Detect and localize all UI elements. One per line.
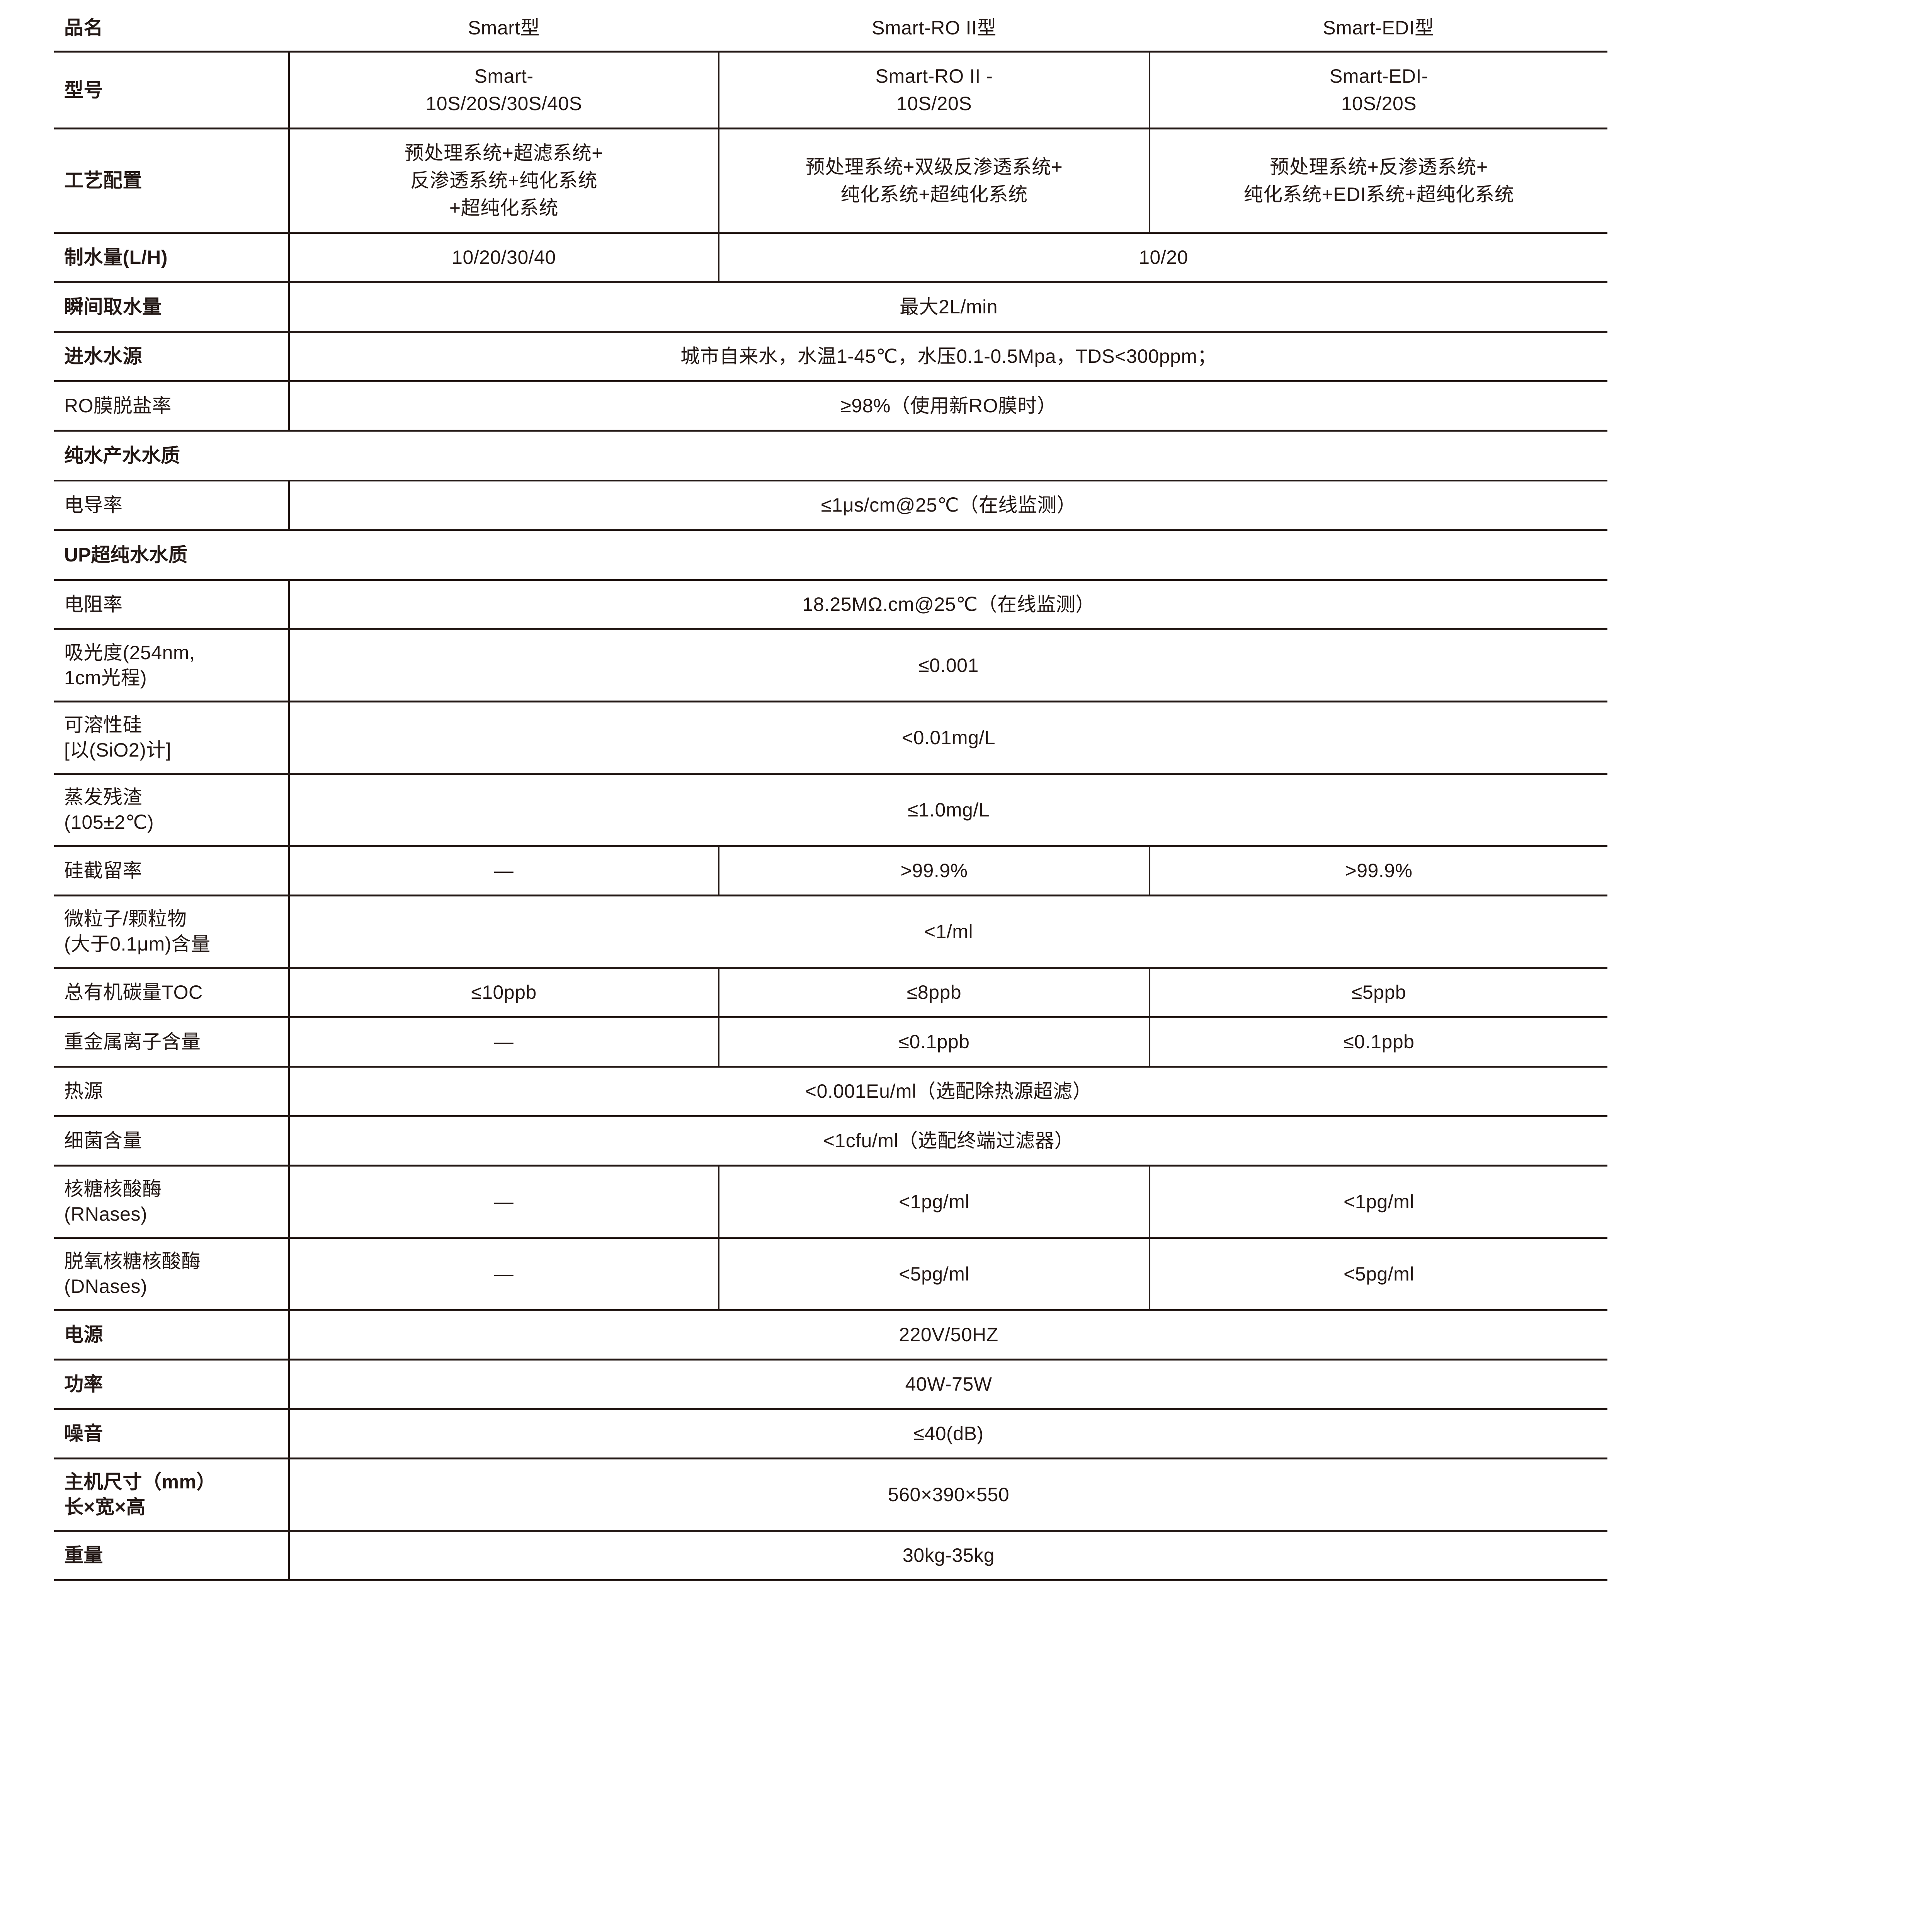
row-value-all: 30kg-35kg: [289, 1531, 1607, 1581]
table-row: 工艺配置 预处理系统+超滤系统+ 反渗透系统+纯化系统 +超纯化系统 预处理系统+双级反…: [54, 128, 1607, 234]
table-row: 微粒子/颗粒物 (大于0.1μm)含量 <1/ml: [54, 895, 1607, 969]
row-value-3: ≤5ppb: [1150, 968, 1607, 1018]
row-value-2: ≤8ppb: [719, 968, 1150, 1018]
table-row: 功率 40W-75W: [54, 1359, 1607, 1410]
row-value-all: ≤1.0mg/L: [289, 774, 1607, 847]
row-label: 工艺配置: [54, 128, 290, 234]
table-row: 电阻率 18.25MΩ.cm@25℃（在线监测）: [54, 580, 1607, 630]
row-value-1: 10/20/30/40: [289, 233, 719, 283]
section-heading: UP超纯水水质: [54, 530, 1607, 581]
row-label: 主机尺寸（mm） 长×宽×高: [54, 1458, 290, 1532]
row-label: 总有机碳量TOC: [54, 968, 290, 1018]
table-row: 重量 30kg-35kg: [54, 1531, 1607, 1581]
row-label: 微粒子/颗粒物 (大于0.1μm)含量: [54, 895, 290, 969]
row-label: 电阻率: [54, 580, 290, 630]
table-row: 主机尺寸（mm） 长×宽×高 560×390×550: [54, 1458, 1607, 1532]
row-label: RO膜脱盐率: [54, 381, 290, 432]
row-value-2-3: 10/20: [719, 233, 1607, 283]
table-row: 硅截留率 — >99.9% >99.9%: [54, 846, 1607, 896]
section-heading-row: UP超纯水水质: [54, 530, 1607, 581]
row-label: 瞬间取水量: [54, 282, 290, 333]
row-value-all: <1cfu/ml（选配终端过滤器）: [289, 1116, 1607, 1167]
row-label: 型号: [54, 51, 290, 129]
row-value-1: ≤10ppb: [289, 968, 719, 1018]
table-row: 电源 220V/50HZ: [54, 1310, 1607, 1361]
row-value-all: <1/ml: [289, 895, 1607, 969]
row-value-1: Smart- 10S/20S/30S/40S: [289, 51, 719, 129]
specification-table: 品名 Smart型 Smart-RO II型 Smart-EDI型 型号 Smart- 10…: [54, 5, 1607, 1581]
row-value-all: 18.25MΩ.cm@25℃（在线监测）: [289, 580, 1607, 630]
row-value-all: ≤40(dB): [289, 1409, 1607, 1459]
row-label: 制水量(L/H): [54, 233, 290, 283]
row-value-all: <0.01mg/L: [289, 701, 1607, 775]
row-value-all: 40W-75W: [289, 1359, 1607, 1410]
row-value-3: >99.9%: [1150, 846, 1607, 896]
row-value-2: Smart-RO II -10S/20S: [719, 51, 1150, 129]
row-label: 噪音: [54, 1409, 290, 1459]
row-value-all: ≤0.001: [289, 629, 1607, 702]
row-label: 可溶性硅 [以(SiO2)计]: [54, 701, 290, 775]
row-value-1: —: [289, 1165, 719, 1239]
table-row: 核糖核酸酶 (RNases) — <1pg/ml <1pg/ml: [54, 1165, 1607, 1239]
table-row: 电导率 ≤1μs/cm@25℃（在线监测）: [54, 481, 1607, 531]
table-row: RO膜脱盐率 ≥98%（使用新RO膜时）: [54, 381, 1607, 432]
row-value-all: 最大2L/min: [289, 282, 1607, 333]
column-header-2: Smart-RO II型: [719, 5, 1150, 53]
row-label: 脱氧核糖核酸酶 (DNases): [54, 1238, 290, 1311]
row-label: 核糖核酸酶 (RNases): [54, 1165, 290, 1239]
row-value-all: ≤1μs/cm@25℃（在线监测）: [289, 481, 1607, 531]
column-header-label: 品名: [54, 5, 289, 53]
row-value-2: <5pg/ml: [719, 1238, 1150, 1311]
table-row: 蒸发残渣 (105±2℃) ≤1.0mg/L: [54, 774, 1607, 847]
row-value-1: —: [289, 1238, 719, 1311]
row-value-3: ≤0.1ppb: [1150, 1017, 1607, 1068]
table-row: 吸光度(254nm, 1cm光程) ≤0.001: [54, 629, 1607, 702]
row-value-all: <0.001Eu/ml（选配除热源超滤）: [289, 1066, 1607, 1117]
section-heading: 纯水产水水质: [54, 430, 1607, 481]
row-label: 电导率: [54, 481, 290, 531]
row-label: 细菌含量: [54, 1116, 290, 1167]
row-label: 蒸发残渣 (105±2℃): [54, 774, 290, 847]
row-value-2: >99.9%: [719, 846, 1150, 896]
row-label: 重量: [54, 1531, 290, 1581]
table-row: 重金属离子含量 — ≤0.1ppb ≤0.1ppb: [54, 1017, 1607, 1068]
table-row: 型号 Smart- 10S/20S/30S/40S Smart-RO II -10S/…: [54, 51, 1607, 129]
row-label: 吸光度(254nm, 1cm光程): [54, 629, 290, 702]
column-header-1: Smart型: [289, 5, 719, 53]
table-row: 脱氧核糖核酸酶 (DNases) — <5pg/ml <5pg/ml: [54, 1238, 1607, 1311]
row-label: 功率: [54, 1359, 290, 1410]
row-value-all: 城市自来水，水温1-45℃，水压0.1-0.5Mpa，TDS<300ppm；: [289, 332, 1607, 382]
row-value-3: <1pg/ml: [1150, 1165, 1607, 1239]
row-value-1: —: [289, 1017, 719, 1068]
row-value-2: <1pg/ml: [719, 1165, 1150, 1239]
row-value-2: 预处理系统+双级反渗透系统+ 纯化系统+超纯化系统: [719, 128, 1150, 234]
row-label: 进水水源: [54, 332, 290, 382]
table-row: 总有机碳量TOC ≤10ppb ≤8ppb ≤5ppb: [54, 968, 1607, 1018]
row-value-all: 220V/50HZ: [289, 1310, 1607, 1361]
table-row: 进水水源 城市自来水，水温1-45℃，水压0.1-0.5Mpa，TDS<300pp…: [54, 332, 1607, 382]
row-value-all: ≥98%（使用新RO膜时）: [289, 381, 1607, 432]
row-value-1: —: [289, 846, 719, 896]
row-label: 重金属离子含量: [54, 1017, 290, 1068]
table-row: 细菌含量 <1cfu/ml（选配终端过滤器）: [54, 1116, 1607, 1167]
row-label: 硅截留率: [54, 846, 290, 896]
table-header-row: 品名 Smart型 Smart-RO II型 Smart-EDI型: [54, 5, 1607, 53]
row-value-3: <5pg/ml: [1150, 1238, 1607, 1311]
table-row: 可溶性硅 [以(SiO2)计] <0.01mg/L: [54, 701, 1607, 775]
row-value-3: Smart-EDI- 10S/20S: [1150, 51, 1607, 129]
row-label: 电源: [54, 1310, 290, 1361]
row-value-2: ≤0.1ppb: [719, 1017, 1150, 1068]
column-header-3: Smart-EDI型: [1150, 5, 1607, 53]
row-label: 热源: [54, 1066, 290, 1117]
table-row: 噪音 ≤40(dB): [54, 1409, 1607, 1459]
row-value-1: 预处理系统+超滤系统+ 反渗透系统+纯化系统 +超纯化系统: [289, 128, 719, 234]
table-row: 制水量(L/H) 10/20/30/40 10/20: [54, 233, 1607, 283]
row-value-3: 预处理系统+反渗透系统+ 纯化系统+EDI系统+超纯化系统: [1150, 128, 1607, 234]
section-heading-row: 纯水产水水质: [54, 430, 1607, 481]
row-value-all: 560×390×550: [289, 1458, 1607, 1532]
table-row: 热源 <0.001Eu/ml（选配除热源超滤）: [54, 1066, 1607, 1117]
table-row: 瞬间取水量 最大2L/min: [54, 282, 1607, 333]
